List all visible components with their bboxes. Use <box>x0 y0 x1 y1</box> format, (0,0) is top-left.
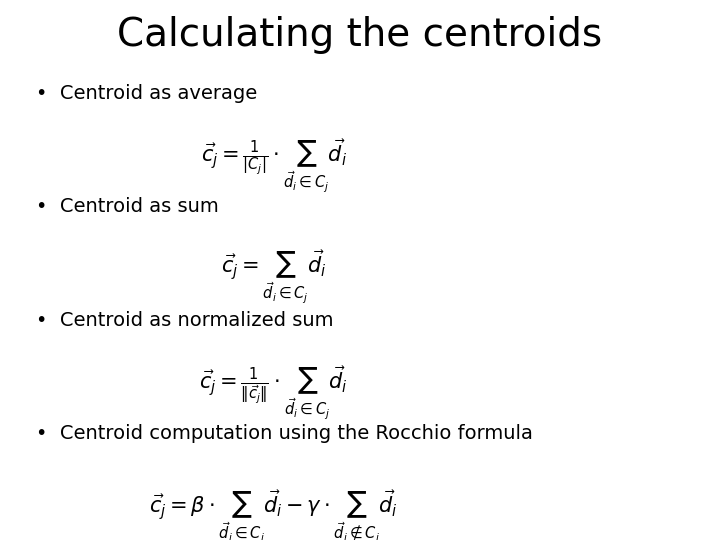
Text: •  Centroid as average: • Centroid as average <box>36 84 257 103</box>
Text: $\vec{c_j} = \sum_{\vec{d_i} \in C_j} \vec{d_i}$: $\vec{c_j} = \sum_{\vec{d_i} \in C_j} \v… <box>221 248 326 306</box>
Text: $\vec{c_j} = \frac{1}{|C_j|} \cdot \sum_{\vec{d_i} \in C_j} \vec{d_i}$: $\vec{c_j} = \frac{1}{|C_j|} \cdot \sum_… <box>201 138 346 195</box>
Text: •  Centroid as normalized sum: • Centroid as normalized sum <box>36 310 333 329</box>
Text: $\vec{c_j} = \frac{1}{\|\vec{c_j}\|} \cdot \sum_{\vec{d_i} \in C_j} \vec{d_i}$: $\vec{c_j} = \frac{1}{\|\vec{c_j}\|} \cd… <box>199 364 348 422</box>
Text: •  Centroid as sum: • Centroid as sum <box>36 197 219 216</box>
Text: •  Centroid computation using the Rocchio formula: • Centroid computation using the Rocchio… <box>36 424 533 443</box>
Text: $\vec{c_j} = \beta \cdot \sum_{\vec{d_i} \in C_j} \vec{d_i} - \gamma \cdot \sum_: $\vec{c_j} = \beta \cdot \sum_{\vec{d_i}… <box>149 489 398 540</box>
Text: Calculating the centroids: Calculating the centroids <box>117 16 603 54</box>
